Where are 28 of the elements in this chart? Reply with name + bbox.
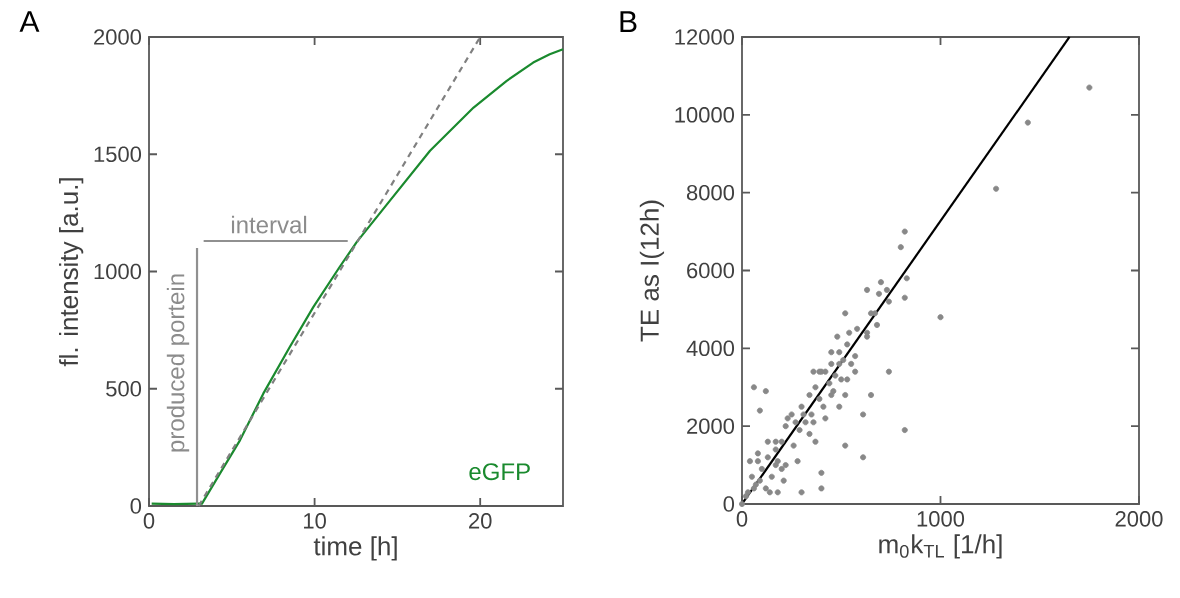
y-tick-label: 1000 — [94, 263, 142, 280]
y-tick-label: 0 — [130, 498, 142, 514]
y-tick-label: 500 — [106, 380, 142, 397]
y-axis-title: fl. intensity [a.u.] — [59, 178, 84, 367]
annotation: produced portein — [166, 274, 190, 452]
x-tick-label: 0 — [736, 511, 748, 527]
x-tick-label: 1000 — [917, 511, 965, 527]
y-tick-label: 0 — [723, 496, 735, 512]
line-series — [150, 48, 565, 506]
y-tick-label: 8000 — [686, 184, 735, 201]
annotation: interval — [231, 215, 307, 234]
x-tick-label: 2000 — [1115, 511, 1163, 527]
y-tick-label: 6000 — [687, 262, 735, 279]
x-axis-title: m$_{0}$k$_{TL}$ [1/h] — [879, 534, 1002, 559]
y-tick-label: 2000 — [687, 418, 735, 434]
y-tick-label: 4000 — [686, 340, 735, 357]
text: eGFP — [469, 463, 530, 481]
x-tick-label: 10 — [304, 513, 326, 529]
x-axis-title: time [h] — [313, 536, 397, 561]
y-tick-label: 10000 — [675, 107, 735, 123]
y-tick-label: 2000 — [94, 29, 142, 45]
x-tick-label: 20 — [469, 513, 492, 529]
y-tick-label: 1500 — [94, 146, 142, 163]
x-tick-label: 0 — [143, 513, 155, 529]
text: B — [620, 11, 637, 32]
text: A — [19, 11, 40, 32]
y-tick-label: 12000 — [675, 29, 735, 45]
y-axis-title: TE as I(12h) — [639, 200, 665, 342]
